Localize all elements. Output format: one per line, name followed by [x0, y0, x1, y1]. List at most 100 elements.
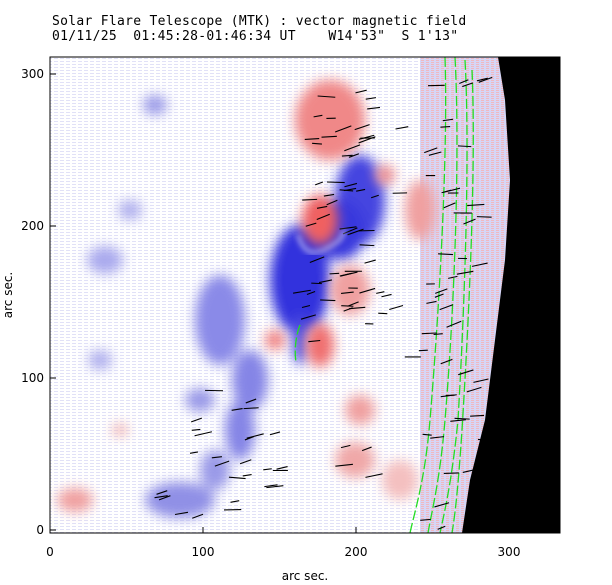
x-tick-label: 100	[192, 545, 215, 559]
field-vector	[306, 290, 316, 296]
field-vector	[466, 386, 482, 393]
field-vector	[365, 97, 377, 100]
field-vector	[422, 433, 432, 436]
field-vector	[191, 428, 201, 431]
field-vector	[309, 256, 325, 263]
field-vector	[435, 288, 448, 294]
chart-subtitle: 01/11/25 01:45:28-01:46:34 UT W14'53" S …	[52, 29, 458, 44]
field-vector	[476, 77, 488, 82]
field-vector	[339, 272, 352, 277]
field-vector	[344, 144, 361, 152]
field-vector	[443, 472, 459, 475]
y-axis: 0 100 200 300	[21, 67, 56, 537]
y-tick-label: 100	[21, 371, 44, 385]
negative-polarity-regions	[87, 95, 385, 518]
y-axis-label: arc sec.	[1, 272, 15, 318]
field-vector	[341, 305, 354, 307]
plot-frame	[49, 56, 561, 534]
field-vector	[339, 189, 354, 192]
observation-time-range: 01:45:28-01:46:34 UT	[133, 29, 296, 44]
field-vector	[341, 154, 353, 157]
field-vector	[443, 202, 456, 209]
neutral-lines	[294, 57, 474, 533]
field-vector	[367, 106, 381, 110]
field-vector	[462, 468, 478, 473]
field-vector	[478, 519, 488, 524]
field-vector	[194, 431, 213, 437]
field-vector	[446, 320, 462, 328]
field-vector	[245, 398, 257, 404]
field-vector	[343, 307, 353, 312]
field-vector	[347, 301, 359, 307]
field-vector	[293, 289, 311, 294]
field-vector	[361, 446, 372, 452]
y-tick-label: 300	[21, 67, 44, 81]
field-vector	[228, 476, 246, 480]
x-axis: 0 100 200 300	[46, 527, 520, 559]
field-vector	[359, 244, 375, 247]
field-vector	[354, 124, 370, 131]
field-vector	[339, 226, 357, 230]
field-vector	[381, 293, 392, 298]
field-vectors	[154, 76, 493, 530]
field-vector	[448, 275, 458, 279]
field-vector	[329, 272, 340, 275]
field-vector	[189, 451, 199, 454]
field-vector	[438, 253, 454, 256]
field-vector	[437, 525, 446, 530]
field-vector	[347, 228, 364, 236]
field-vector	[473, 378, 489, 383]
field-vector	[439, 304, 453, 311]
field-vector	[389, 304, 404, 311]
field-vector	[421, 332, 437, 335]
field-vector	[263, 468, 272, 471]
field-vector	[246, 433, 264, 439]
field-vector	[317, 95, 336, 98]
field-vector	[269, 431, 281, 436]
polarity-boundary	[297, 229, 346, 254]
field-vector	[478, 76, 493, 83]
field-vector	[342, 227, 358, 235]
field-vector	[434, 293, 444, 298]
field-vector	[335, 463, 353, 467]
field-vector	[440, 394, 457, 398]
field-vector	[462, 82, 474, 88]
field-vector	[305, 222, 317, 227]
field-vector	[313, 114, 323, 118]
field-vector	[355, 89, 367, 94]
field-vector	[302, 198, 318, 201]
x-axis-label: arc sec.	[282, 569, 328, 583]
field-vector	[242, 474, 252, 477]
field-vector	[154, 495, 168, 499]
field-vector	[326, 199, 338, 206]
field-vector	[395, 126, 409, 130]
field-vector	[174, 511, 189, 516]
field-vector	[454, 417, 470, 420]
field-vector	[264, 484, 278, 488]
y-tick-label: 200	[21, 219, 44, 233]
field-vector	[358, 136, 376, 144]
field-vector	[243, 407, 259, 410]
field-vector	[231, 408, 243, 411]
field-vector	[348, 153, 360, 158]
field-vector	[467, 203, 485, 207]
field-map	[50, 57, 560, 533]
field-vector	[470, 414, 485, 417]
field-vector	[323, 193, 335, 197]
chart-title: Solar Flare Telescope (MTK) : vector mag…	[52, 14, 467, 29]
field-vector	[276, 466, 288, 470]
field-vector	[456, 270, 474, 275]
positive-polarity-regions	[57, 80, 435, 512]
field-vector	[370, 194, 379, 199]
field-vector	[344, 182, 358, 188]
field-vector	[476, 216, 492, 218]
position-west: W14'53"	[328, 29, 386, 44]
field-vector	[364, 259, 376, 264]
field-vector	[441, 189, 452, 194]
field-vector	[470, 506, 484, 510]
field-vector	[311, 282, 322, 285]
y-tick-label: 0	[36, 523, 44, 537]
off-limb-region	[462, 57, 560, 533]
field-vector	[440, 358, 453, 365]
